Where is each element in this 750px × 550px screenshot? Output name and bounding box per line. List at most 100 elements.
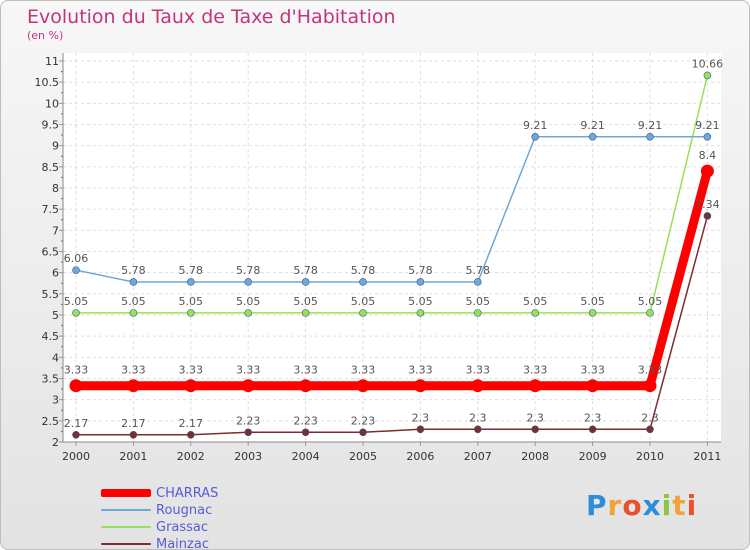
data-point-charras [413, 379, 427, 393]
y-tick-label: 3 [52, 394, 59, 407]
data-point-rougnac [301, 278, 310, 286]
data-label-rougnac: 6.06 [64, 252, 89, 265]
data-point-grassac [703, 71, 712, 80]
chart-subtitle: (en %) [27, 29, 64, 42]
data-point-charras [528, 379, 542, 393]
data-point-rougnac [416, 278, 425, 286]
data-label-rougnac: 9.21 [695, 119, 720, 132]
data-point-grassac [359, 309, 367, 317]
legend-swatch [101, 489, 151, 497]
data-label-charras: 3.33 [580, 364, 605, 377]
data-point-rougnac [646, 132, 654, 141]
data-point-rougnac [244, 278, 252, 286]
data-point-grassac [301, 309, 310, 317]
x-tick-label: 2006 [406, 450, 434, 463]
data-label-grassac: 5.05 [179, 295, 204, 308]
data-label-mainzac: 2.3 [412, 411, 430, 424]
legend-label: CHARRAS [156, 486, 219, 501]
data-point-mainzac [301, 428, 310, 437]
data-label-mainzac: 7.34 [695, 198, 720, 211]
legend-item-mainzac: Mainzac [101, 536, 301, 549]
y-tick-label: 10.5 [35, 76, 60, 89]
data-label-mainzac: 2.3 [641, 411, 659, 424]
y-tick-label: 8.5 [42, 161, 60, 174]
series-line-charras [71, 166, 712, 391]
data-point-charras [69, 379, 83, 393]
x-tick-label: 2009 [579, 450, 607, 463]
data-label-rougnac: 9.21 [580, 119, 605, 132]
data-point-grassac [416, 309, 425, 317]
legend-swatch [101, 543, 151, 545]
data-label-charras: 3.33 [121, 364, 146, 377]
y-tick-label: 4 [52, 351, 59, 364]
data-label-rougnac: 9.21 [523, 119, 548, 132]
y-tick-label: 5 [52, 309, 59, 322]
data-label-grassac: 5.05 [638, 295, 663, 308]
data-point-mainzac [416, 425, 425, 434]
y-tick-label: 4.5 [42, 330, 60, 343]
series-line-grassac [75, 74, 709, 314]
legend-label: Grassac [156, 520, 209, 535]
y-tick-label: 7.5 [42, 203, 60, 216]
data-label-grassac: 5.05 [408, 295, 433, 308]
data-point-grassac [531, 309, 540, 317]
data-point-mainzac [588, 425, 597, 434]
logo-letter: o [622, 489, 643, 522]
x-tick-label: 2010 [636, 450, 664, 463]
data-point-rougnac [359, 278, 367, 286]
legend-label: Rougnac [156, 503, 213, 518]
data-point-rougnac [187, 278, 195, 286]
data-label-rougnac: 5.78 [236, 264, 261, 277]
data-point-charras [643, 379, 657, 393]
data-point-rougnac [531, 132, 540, 141]
logo-letter: P [586, 489, 608, 522]
logo-letter: r [607, 489, 623, 522]
data-label-charras: 3.33 [236, 364, 261, 377]
data-point-charras [126, 379, 140, 393]
data-label-grassac: 5.05 [580, 295, 605, 308]
data-label-grassac: 10.66 [692, 57, 724, 70]
data-label-grassac: 5.05 [523, 295, 548, 308]
y-tick-label: 7 [52, 224, 59, 237]
logo-letter: i [661, 489, 673, 522]
x-tick-label: 2005 [349, 450, 377, 463]
data-point-grassac [588, 309, 597, 317]
data-label-mainzac: 2.3 [584, 411, 602, 424]
data-label-charras: 3.33 [638, 364, 663, 377]
x-tick-label: 2008 [521, 450, 549, 463]
x-tick-label: 2007 [464, 450, 492, 463]
data-label-rougnac: 5.78 [293, 264, 318, 277]
y-tick-label: 3.5 [42, 373, 60, 386]
data-label-grassac: 5.05 [236, 295, 261, 308]
logo-letter: i [686, 489, 698, 522]
y-tick-label: 8 [52, 182, 59, 195]
x-tick-label: 2011 [693, 450, 721, 463]
data-label-charras: 3.33 [179, 364, 204, 377]
plot-area [63, 53, 721, 442]
y-tick-label: 9.5 [42, 119, 60, 132]
data-label-grassac: 5.05 [466, 295, 491, 308]
data-point-mainzac [72, 431, 80, 439]
data-label-mainzac: 2.3 [526, 411, 544, 424]
data-label-mainzac: 2.23 [236, 414, 261, 427]
data-point-mainzac [531, 425, 540, 434]
data-point-mainzac [187, 431, 195, 439]
x-tick-label: 2001 [119, 450, 147, 463]
data-label-grassac: 5.05 [293, 295, 318, 308]
data-point-mainzac [646, 425, 654, 434]
data-label-grassac: 5.05 [351, 295, 376, 308]
data-point-grassac [129, 309, 138, 317]
data-point-charras [471, 379, 485, 393]
data-point-grassac [473, 309, 482, 317]
x-tick-label: 2002 [177, 450, 205, 463]
legend-item-grassac: Grassac [101, 519, 301, 536]
data-point-rougnac [72, 266, 80, 274]
y-tick-label: 2.5 [42, 415, 60, 428]
x-tick-label: 2003 [234, 450, 262, 463]
legend-swatch [101, 509, 151, 511]
data-point-rougnac [473, 278, 482, 286]
data-label-mainzac: 2.17 [179, 417, 204, 430]
data-point-mainzac [244, 428, 252, 437]
